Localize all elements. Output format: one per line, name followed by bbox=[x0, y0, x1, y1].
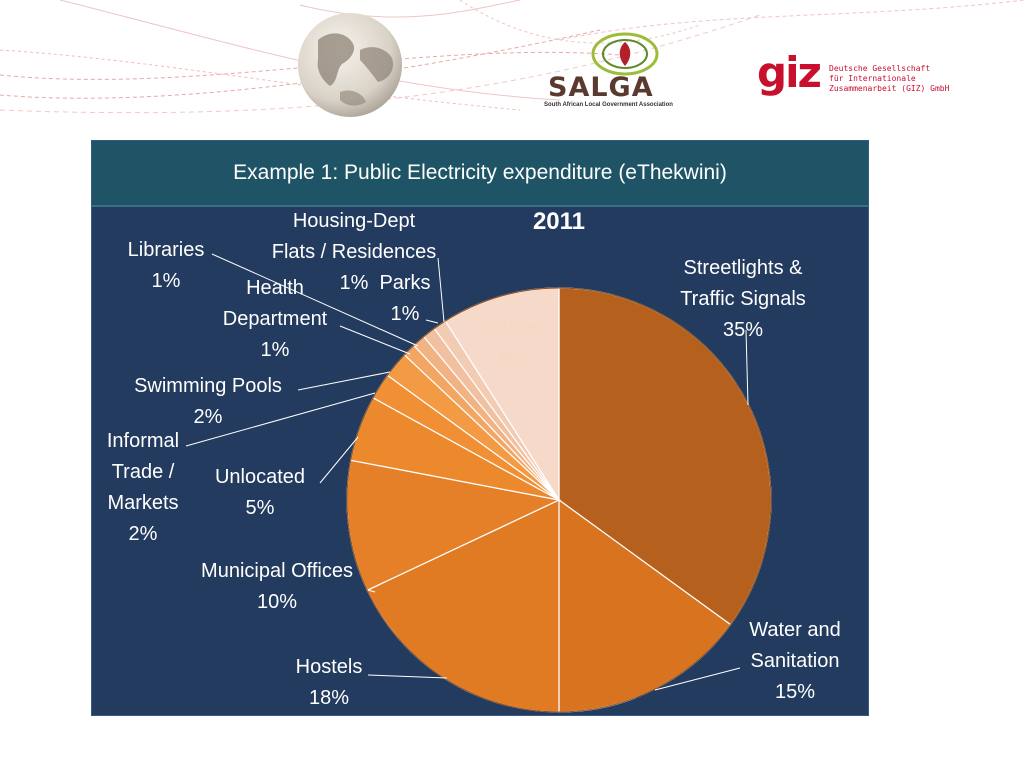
slice-label: Trade / bbox=[112, 461, 175, 483]
slice-label: 35% bbox=[723, 319, 763, 341]
leader-line bbox=[339, 325, 411, 355]
leader-line bbox=[437, 257, 445, 323]
pie-outline bbox=[346, 287, 772, 713]
salga-subtitle: South African Local Government Associati… bbox=[544, 102, 673, 108]
giz-text-line: Zusammenarbeit (GIZ) GmbH bbox=[829, 84, 950, 93]
slice-label: Libraries bbox=[128, 239, 205, 261]
slice-label: 2% bbox=[194, 406, 223, 428]
slice-label: Municipal Offices bbox=[201, 560, 353, 582]
slice-label: Department bbox=[223, 308, 328, 330]
slice-label: Parks bbox=[379, 272, 430, 294]
slice-label: 18% bbox=[309, 687, 349, 709]
panel-title: Example 1: Public Electricity expenditur… bbox=[233, 161, 727, 184]
leader-line bbox=[211, 253, 419, 347]
giz-text-line: Deutsche Gesellschaft bbox=[829, 64, 931, 73]
slice-label: Hostels bbox=[296, 656, 363, 678]
slice-label: Swimming Pools bbox=[134, 375, 282, 397]
leader-line bbox=[367, 589, 376, 593]
salga-logo: SALGA South African Local Government Ass… bbox=[540, 30, 710, 114]
slice-label: Informal bbox=[107, 430, 179, 452]
chart-title: 2011 bbox=[533, 208, 585, 235]
slice-label: Health bbox=[246, 277, 304, 299]
slice-label: Unlocated bbox=[215, 466, 305, 488]
slice-label: 1% bbox=[152, 270, 181, 292]
leader-line bbox=[654, 667, 741, 691]
salga-wordmark: SALGA bbox=[548, 72, 654, 103]
salga-emblem-icon bbox=[591, 32, 659, 76]
slice-label: Water and bbox=[749, 619, 841, 641]
giz-org-text: Deutsche Gesellschaft für Internationale… bbox=[829, 64, 949, 94]
panel-header: Example 1: Public Electricity expenditur… bbox=[92, 141, 868, 207]
slice-label: 5% bbox=[246, 497, 275, 519]
slice-label: Traffic Signals bbox=[680, 288, 806, 310]
slice-label: 9% bbox=[499, 348, 528, 370]
slice-label: Housing-Dept bbox=[293, 210, 416, 232]
leader-line bbox=[745, 329, 749, 406]
giz-wordmark: giz bbox=[757, 48, 822, 97]
decorative-background bbox=[0, 0, 1024, 117]
leader-line bbox=[367, 674, 448, 679]
leader-line bbox=[425, 319, 439, 324]
leader-line bbox=[185, 392, 376, 447]
slice-label: 2% bbox=[129, 523, 158, 545]
slice-label: 1% bbox=[391, 303, 420, 325]
slice-label: Flats / Residences bbox=[272, 241, 437, 263]
slice-label: Other bbox=[488, 317, 538, 339]
slice-label: Sanitation bbox=[751, 650, 840, 672]
slice-label: Markets bbox=[107, 492, 178, 514]
giz-text-line: für Internationale bbox=[829, 74, 916, 83]
slice-label: Streetlights & bbox=[684, 257, 804, 279]
slice-label: 15% bbox=[775, 681, 815, 703]
giz-logo: giz Deutsche Gesellschaft für Internatio… bbox=[757, 48, 957, 112]
slice-label: 10% bbox=[257, 591, 297, 613]
leader-line bbox=[297, 371, 391, 391]
slice-label: 1% bbox=[340, 272, 369, 294]
leader-line bbox=[319, 436, 359, 484]
slice-label: 1% bbox=[261, 339, 290, 361]
globe-icon bbox=[298, 13, 402, 117]
